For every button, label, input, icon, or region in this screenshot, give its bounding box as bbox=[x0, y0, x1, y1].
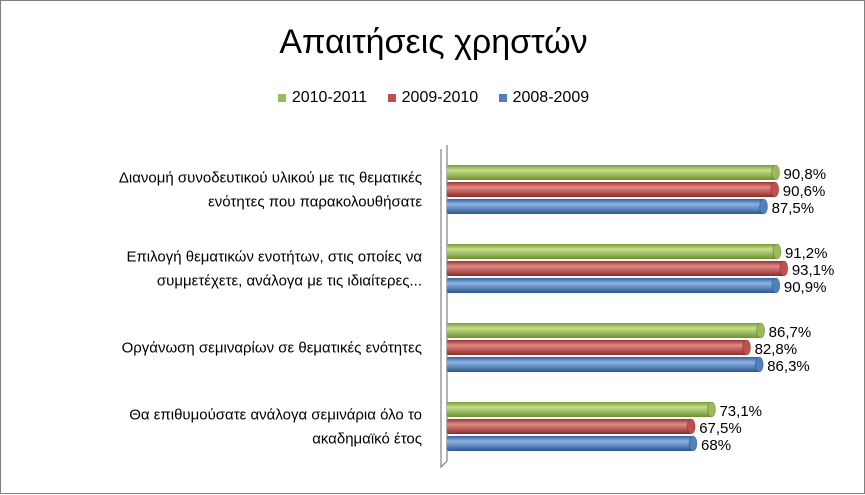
data-label: 68% bbox=[701, 437, 731, 454]
bar-cap-2009-2010-1 bbox=[779, 260, 789, 277]
data-label: 87,5% bbox=[772, 200, 815, 217]
legend-swatch bbox=[277, 93, 286, 102]
bar-2009-2010-1 bbox=[447, 261, 784, 276]
bar-2010-2011-2 bbox=[447, 323, 761, 338]
data-label: 86,7% bbox=[769, 324, 812, 341]
bar-2009-2010-0 bbox=[447, 182, 775, 197]
chart-title: Απαιτήσεις χρηστών bbox=[279, 23, 588, 61]
category-label: Διανομή συνοδευτικού υλικού με τις θεματ… bbox=[119, 170, 422, 211]
category-label: Επιλογή θεματικών ενοτήτων, στις οποίες … bbox=[126, 249, 422, 290]
bar-cap-2010-2011-0 bbox=[771, 164, 780, 181]
data-label: 90,6% bbox=[783, 183, 826, 200]
legend-item-2008-2009: 2008-2009 bbox=[498, 89, 590, 107]
data-label: 93,1% bbox=[792, 262, 835, 279]
y-axis-line bbox=[440, 145, 448, 469]
bar-cap-2008-2009-1 bbox=[771, 277, 781, 294]
legend-item-2009-2010: 2009-2010 bbox=[387, 89, 479, 107]
bar-cap-2010-2011-2 bbox=[756, 322, 766, 339]
data-label: 67,5% bbox=[699, 420, 742, 437]
bar-2010-2011-1 bbox=[447, 244, 777, 259]
bar-2008-2009-1 bbox=[447, 278, 776, 293]
bar-2008-2009-0 bbox=[447, 199, 764, 214]
bar-cap-2008-2009-3 bbox=[688, 435, 698, 452]
legend-swatch bbox=[498, 93, 507, 102]
legend-label: 2009-2010 bbox=[401, 89, 479, 106]
bar-cap-2008-2009-2 bbox=[754, 356, 764, 373]
data-label: 91,2% bbox=[785, 245, 828, 262]
bar-cap-2009-2010-0 bbox=[770, 181, 780, 198]
bar-cap-2009-2010-3 bbox=[686, 418, 696, 435]
bar-2009-2010-2 bbox=[447, 340, 747, 355]
data-label: 90,9% bbox=[784, 279, 827, 296]
legend-swatch bbox=[387, 93, 396, 102]
data-label: 82,8% bbox=[755, 341, 798, 358]
category-label: Οργάνωση σεμιναρίων σε θεματικές ενότητε… bbox=[122, 340, 422, 357]
bar-cap-2010-2011-3 bbox=[707, 401, 716, 418]
legend-item-2010-2011: 2010-2011 bbox=[277, 89, 368, 107]
legend-label: 2008-2009 bbox=[512, 89, 590, 106]
bar-cap-2008-2009-0 bbox=[759, 198, 768, 215]
data-label: 90,8% bbox=[784, 166, 827, 183]
bar-2008-2009-2 bbox=[447, 357, 760, 372]
legend-label: 2010-2011 bbox=[291, 89, 368, 106]
category-label: Θα επιθυμούσατε ανάλογα σεμινάρια όλο το… bbox=[129, 407, 422, 448]
bar-cap-2009-2010-2 bbox=[742, 339, 751, 356]
bar-2009-2010-3 bbox=[447, 419, 692, 434]
bar-2010-2011-0 bbox=[447, 165, 776, 180]
data-label: 86,3% bbox=[767, 358, 810, 375]
bar-cap-2010-2011-1 bbox=[772, 243, 782, 260]
bar-2008-2009-3 bbox=[447, 436, 694, 451]
bar-2010-2011-3 bbox=[447, 402, 712, 417]
chart-legend: 2010-2011 2009-2010 2008-2009 bbox=[1, 89, 865, 107]
data-label: 73,1% bbox=[719, 403, 762, 420]
